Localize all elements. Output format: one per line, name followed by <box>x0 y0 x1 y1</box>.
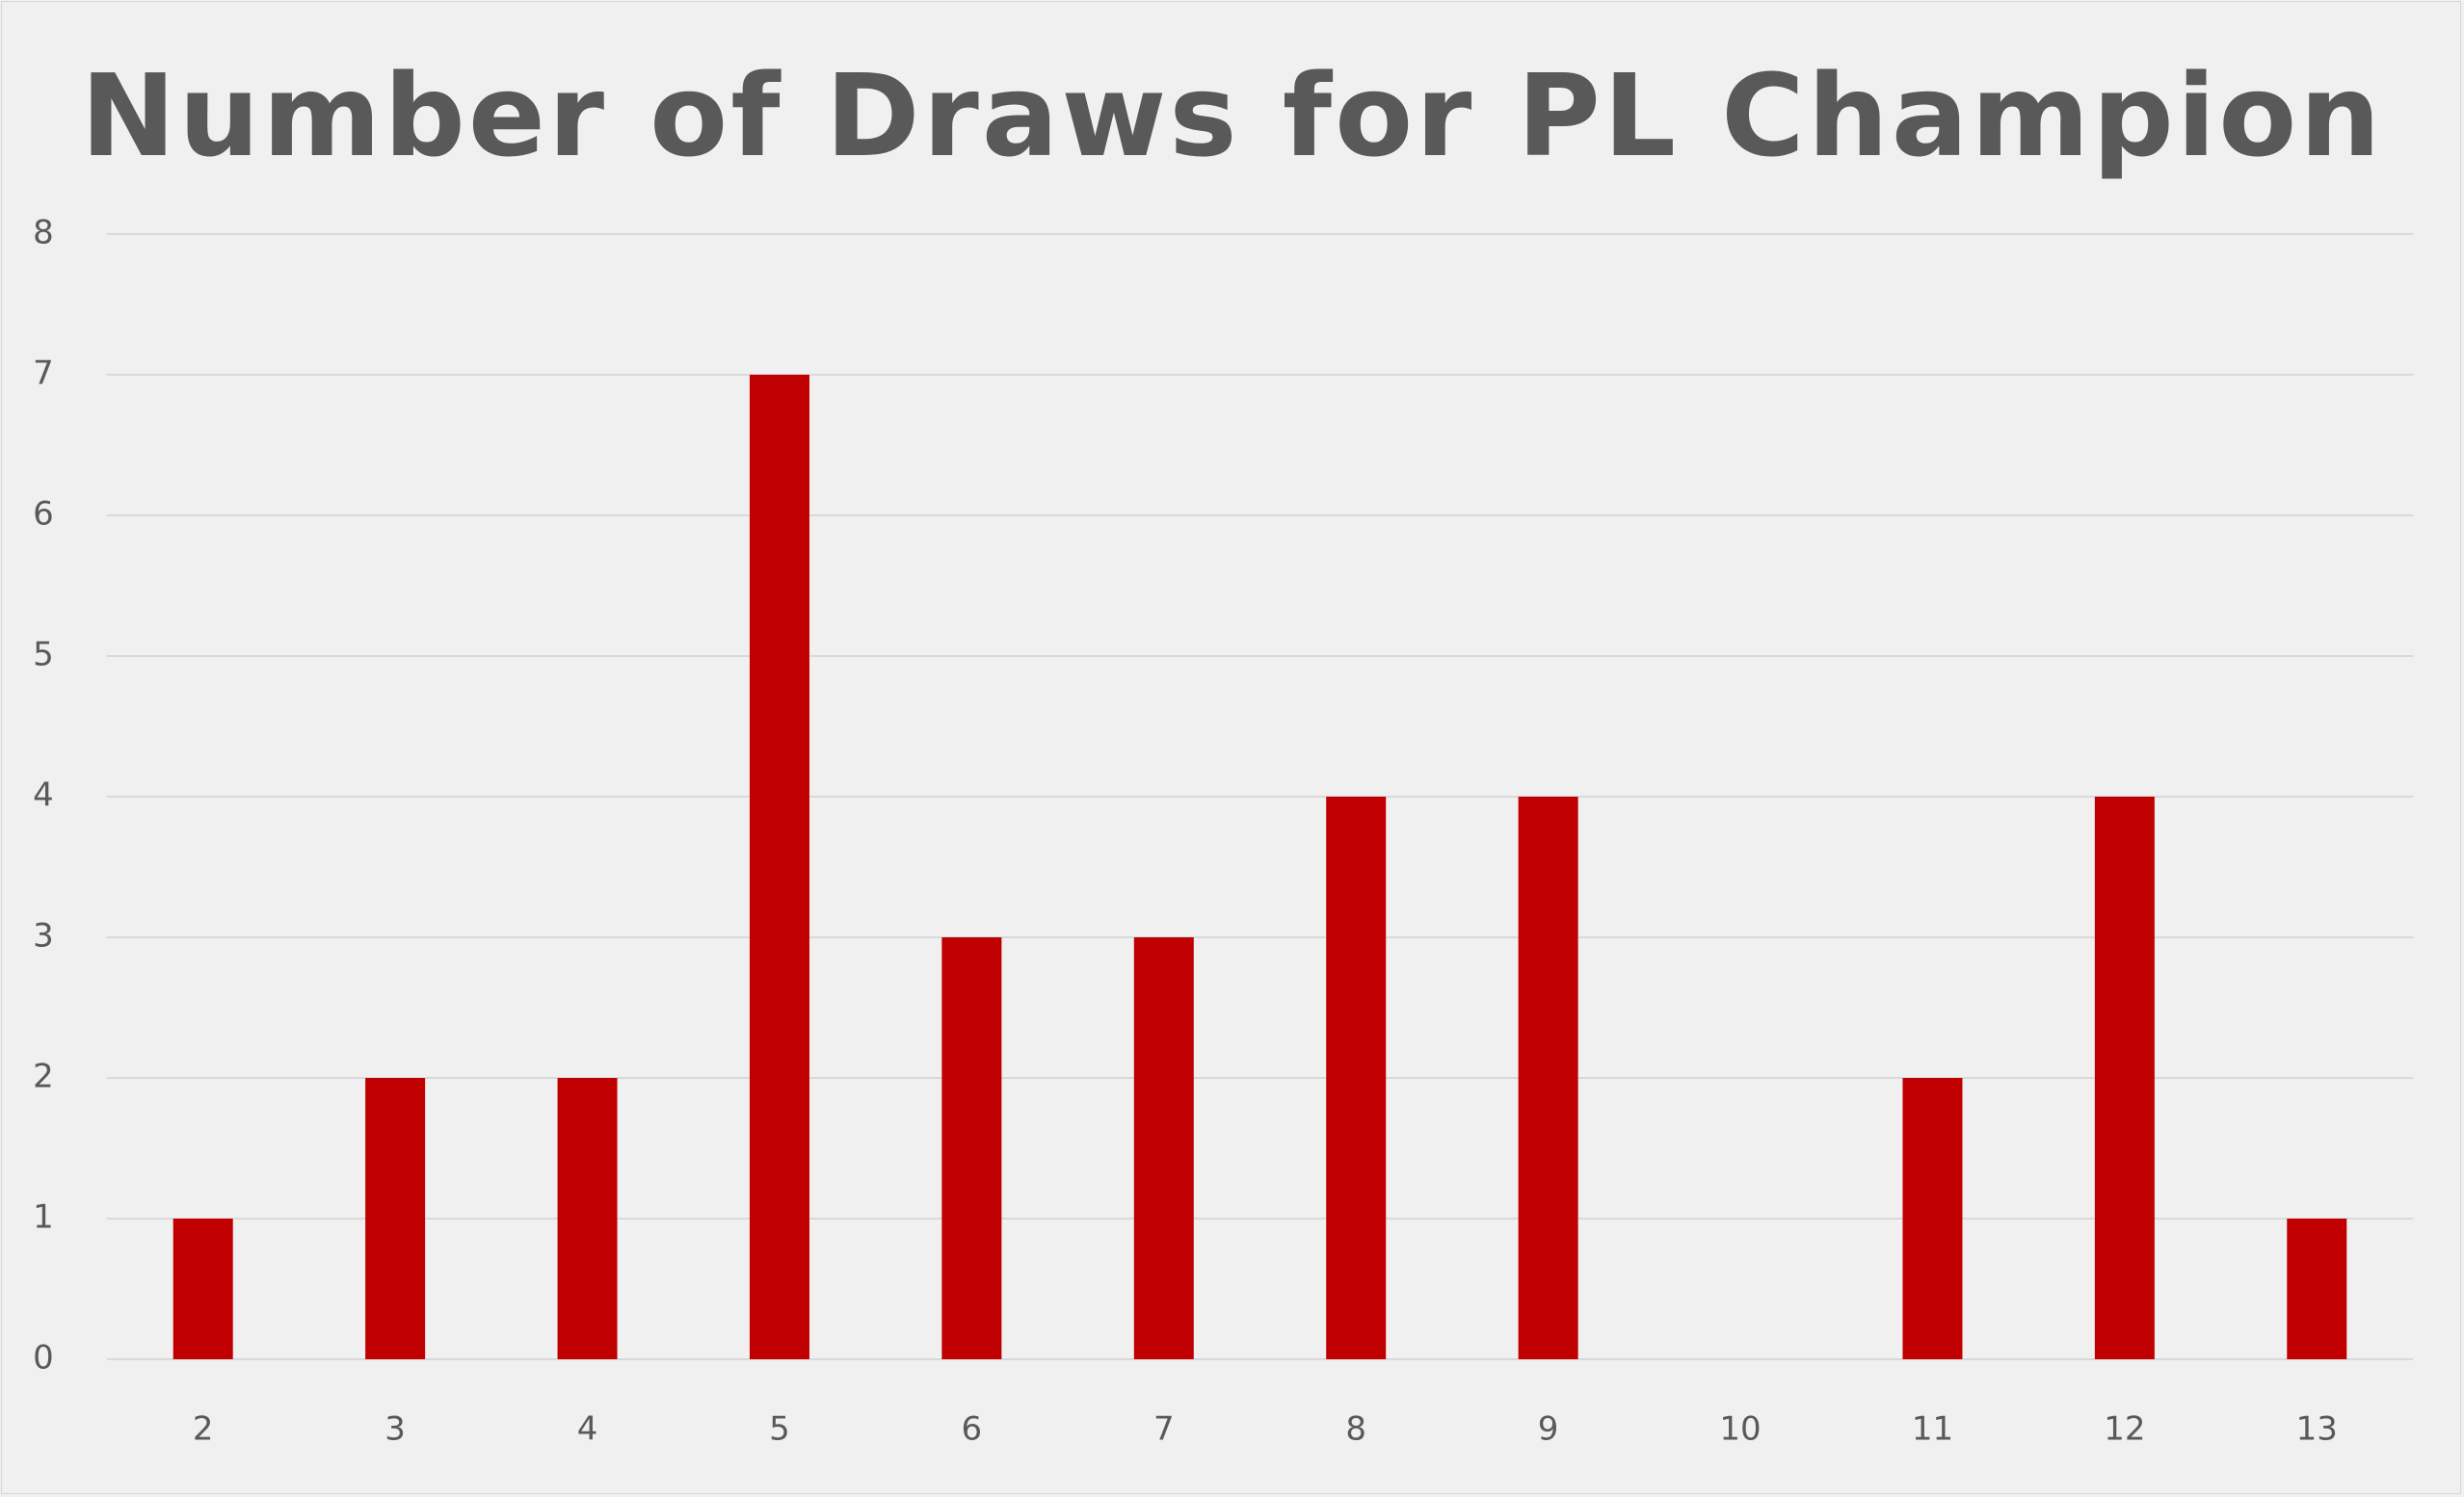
y-tick-label: 6 <box>33 495 54 534</box>
y-tick-label: 8 <box>33 214 54 252</box>
gridlines <box>107 233 2413 1360</box>
bar-2 <box>172 1219 233 1359</box>
x-tick-label: 8 <box>1345 1410 1366 1449</box>
bar-3 <box>365 1078 426 1359</box>
x-tick-label: 10 <box>1719 1410 1761 1449</box>
x-tick-label: 11 <box>1912 1410 1953 1449</box>
y-axis-tick-labels: 0 1 2 3 4 5 6 7 8 <box>33 214 54 1378</box>
x-tick-label: 7 <box>1153 1410 1175 1449</box>
x-tick-label: 5 <box>769 1410 790 1449</box>
x-tick-label: 6 <box>962 1410 983 1449</box>
y-tick-label: 2 <box>33 1058 54 1096</box>
bar-13 <box>2287 1219 2347 1359</box>
chart-title: Number of Draws for PL Champion <box>80 49 2384 182</box>
x-tick-label: 2 <box>193 1410 214 1449</box>
bar-4 <box>557 1078 618 1359</box>
y-tick-label: 4 <box>33 776 54 815</box>
y-tick-label: 7 <box>33 355 54 393</box>
bars <box>172 375 2347 1359</box>
bar-5 <box>749 375 809 1359</box>
x-tick-label: 4 <box>577 1410 598 1449</box>
bar-7 <box>1133 937 1194 1359</box>
bar-8 <box>1326 797 1387 1359</box>
x-axis-tick-labels: 2 3 4 5 6 7 8 9 10 11 12 13 <box>193 1410 2338 1449</box>
y-tick-label: 3 <box>33 917 54 956</box>
y-tick-label: 5 <box>33 636 54 674</box>
y-tick-label: 1 <box>33 1198 54 1237</box>
bar-11 <box>1902 1078 1963 1359</box>
bar-9 <box>1518 797 1578 1359</box>
bar-12 <box>2094 797 2155 1359</box>
y-tick-label: 0 <box>33 1339 54 1378</box>
x-tick-label: 3 <box>384 1410 406 1449</box>
x-tick-label: 12 <box>2104 1410 2145 1449</box>
bar-6 <box>941 937 1002 1359</box>
x-tick-label: 13 <box>2296 1410 2338 1449</box>
x-tick-label: 9 <box>1538 1410 1559 1449</box>
